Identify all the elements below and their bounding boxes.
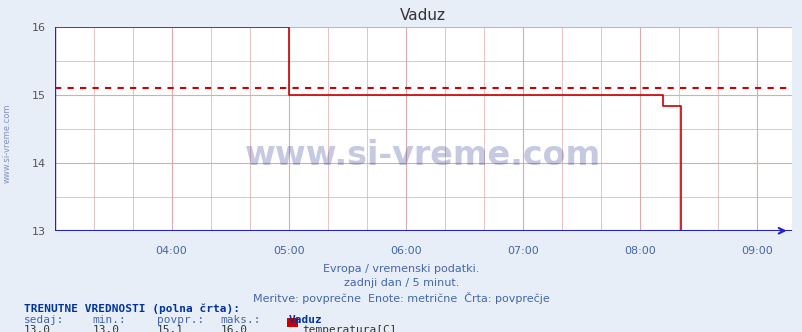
Text: 13,0: 13,0: [92, 325, 119, 332]
Text: maks.:: maks.:: [221, 315, 261, 325]
Text: Evropa / vremenski podatki.: Evropa / vremenski podatki.: [323, 264, 479, 274]
Text: min.:: min.:: [92, 315, 126, 325]
Text: 08:00: 08:00: [623, 246, 654, 256]
Text: Meritve: povprečne  Enote: metrične  Črta: povprečje: Meritve: povprečne Enote: metrične Črta:…: [253, 292, 549, 304]
Text: 16,0: 16,0: [221, 325, 248, 332]
Text: 09:00: 09:00: [740, 246, 772, 256]
Text: sedaj:: sedaj:: [24, 315, 64, 325]
Text: zadnji dan / 5 minut.: zadnji dan / 5 minut.: [343, 278, 459, 288]
Text: 15,1: 15,1: [156, 325, 184, 332]
Text: www.si-vreme.com: www.si-vreme.com: [2, 103, 12, 183]
Text: TRENUTNE VREDNOSTI (polna črta):: TRENUTNE VREDNOSTI (polna črta):: [24, 304, 240, 314]
Text: 05:00: 05:00: [273, 246, 304, 256]
Text: 04:00: 04:00: [156, 246, 187, 256]
Title: Vaduz: Vaduz: [399, 8, 446, 23]
Text: 07:00: 07:00: [506, 246, 538, 256]
Text: temperatura[C]: temperatura[C]: [302, 325, 396, 332]
Text: 13,0: 13,0: [24, 325, 51, 332]
Text: Vaduz: Vaduz: [289, 315, 322, 325]
Text: povpr.:: povpr.:: [156, 315, 204, 325]
Text: 06:00: 06:00: [389, 246, 421, 256]
Text: www.si-vreme.com: www.si-vreme.com: [245, 139, 601, 172]
